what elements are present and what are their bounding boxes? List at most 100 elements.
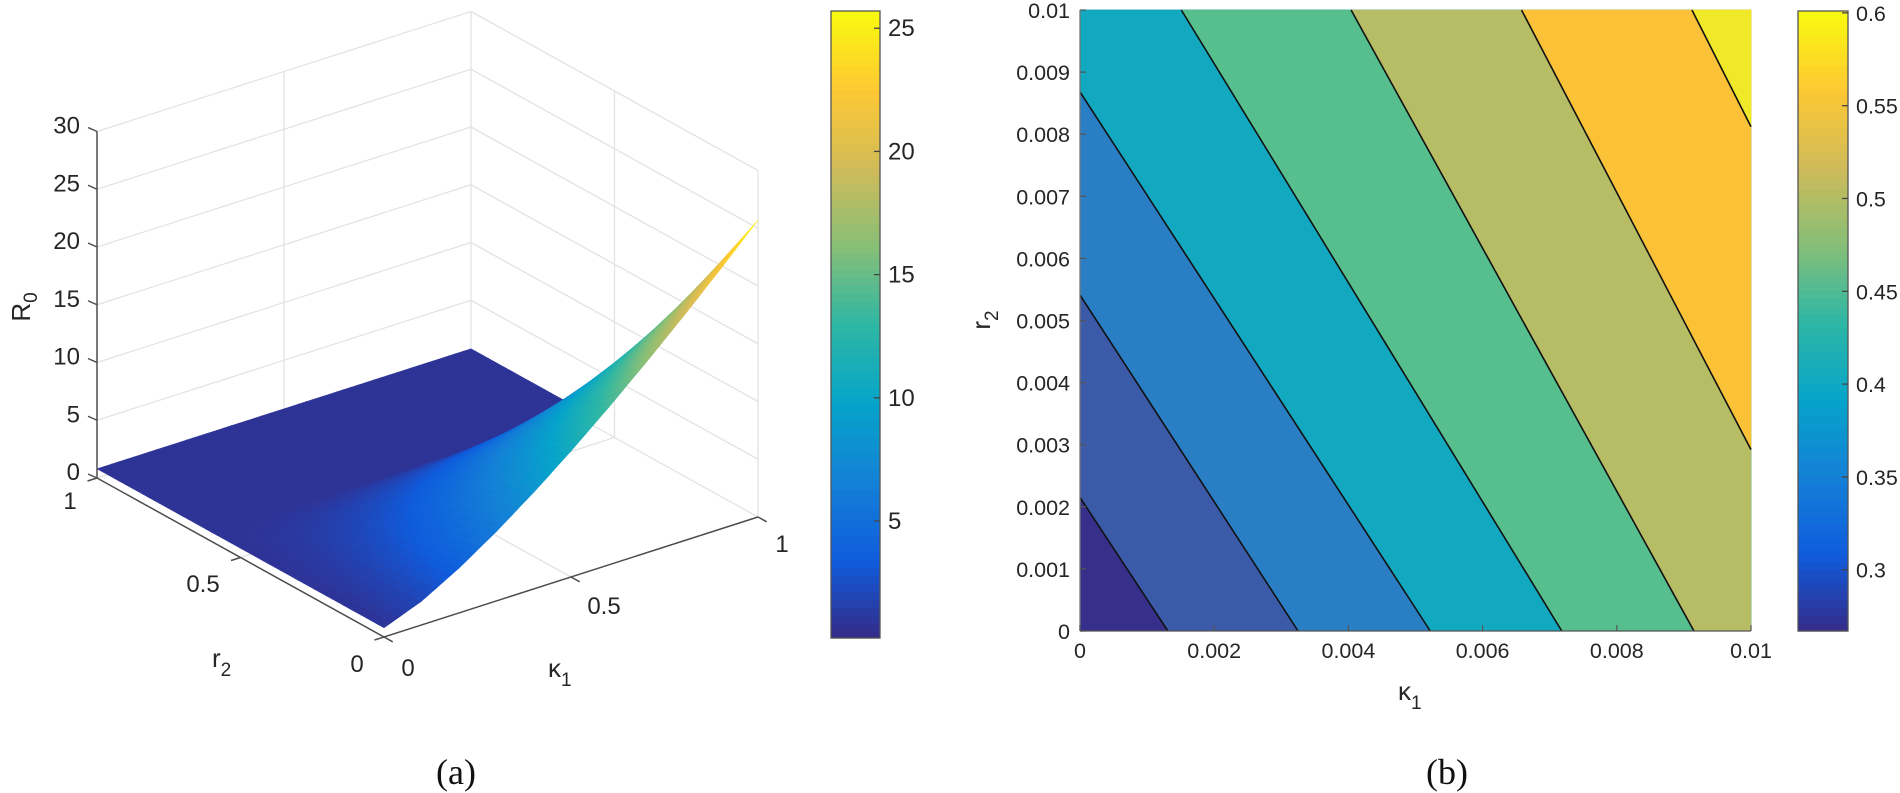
b-colorbar-swatch bbox=[1798, 460, 1848, 469]
a-colorbar-swatch bbox=[831, 355, 880, 365]
b-colorbar-swatch bbox=[1798, 65, 1848, 74]
b-tick-labels: 0 0.002 0.004 0.006 0.008 0.01 0 0.001 0.002 0.00… bbox=[1016, 0, 1772, 663]
b-colorbar-swatch bbox=[1798, 142, 1848, 152]
caption-a: (a) bbox=[436, 752, 476, 792]
b-colorbar-swatch bbox=[1798, 127, 1848, 136]
b-colorbar-swatch bbox=[1798, 235, 1848, 245]
b-colorbar-swatch bbox=[1798, 545, 1848, 555]
a-ylabel-sub: 2 bbox=[221, 660, 232, 681]
a-colorbar-swatch bbox=[831, 371, 880, 380]
a-k1-tick bbox=[570, 576, 581, 583]
b-x-tick-label: 0.002 bbox=[1187, 639, 1241, 663]
b-colorbar-swatch bbox=[1798, 57, 1848, 66]
b-colorbar-swatch bbox=[1798, 530, 1848, 539]
b-colorbar-swatch bbox=[1798, 96, 1848, 105]
b-x-tick-label: 0 bbox=[1074, 639, 1086, 663]
a-colorbar-swatch bbox=[831, 520, 880, 529]
b-colorbar-swatch bbox=[1798, 437, 1848, 446]
a-colorbar-tick-label: 10 bbox=[888, 385, 915, 412]
a-colorbar-swatch bbox=[831, 583, 880, 592]
a-colorbar-swatch bbox=[831, 112, 880, 122]
contour-plot-b: 0 0.002 0.004 0.006 0.008 0.01 0 0.001 0.002 0.00… bbox=[966, 0, 1898, 792]
a-k1-tick-label: 0.5 bbox=[587, 593, 620, 620]
b-x-tick-label: 0.01 bbox=[1730, 639, 1772, 663]
a-colorbar-swatch bbox=[831, 551, 880, 561]
a-colorbar-frame bbox=[830, 10, 881, 639]
b-colorbar-swatch bbox=[1798, 367, 1848, 376]
b-colorbar-swatch bbox=[1798, 26, 1848, 35]
b-colorbar-swatch bbox=[1798, 181, 1848, 190]
b-colorbar-swatch bbox=[1798, 220, 1848, 229]
b-colorbar-swatch bbox=[1798, 251, 1848, 260]
b-colorbar-swatch bbox=[1798, 173, 1848, 183]
b-colorbar-swatch bbox=[1798, 49, 1848, 59]
a-colorbar-swatch bbox=[831, 128, 880, 137]
a-colorbar-swatch bbox=[831, 183, 880, 192]
b-ylabel-sub: 2 bbox=[982, 310, 1003, 321]
b-colorbar-swatch bbox=[1798, 197, 1848, 206]
a-colorbar-swatch bbox=[831, 465, 880, 475]
a-colorbar-swatch bbox=[831, 11, 880, 20]
b-colorbar-swatch bbox=[1798, 73, 1848, 82]
b-colorbar-swatch bbox=[1798, 104, 1848, 113]
a-colorbar-swatch bbox=[831, 630, 880, 639]
b-xlabel-main: κ bbox=[1398, 676, 1412, 706]
a-colorbar-swatch bbox=[831, 277, 880, 286]
a-colorbar-swatch bbox=[831, 504, 880, 514]
a-colorbar-swatch bbox=[831, 387, 880, 396]
a-colorbar-swatch bbox=[831, 120, 880, 130]
b-colorbar-swatch bbox=[1798, 398, 1848, 407]
b-colorbar-swatch bbox=[1798, 576, 1848, 586]
a-colorbar-swatch bbox=[831, 222, 880, 232]
a-z-tick-label: 10 bbox=[53, 344, 80, 371]
a-colorbar-swatch bbox=[831, 363, 880, 373]
caption-b: (b) bbox=[1426, 752, 1468, 792]
a-colorbar-swatch bbox=[831, 18, 880, 28]
a-colorbar-swatch bbox=[831, 89, 880, 98]
a-colorbar-swatch bbox=[831, 496, 880, 506]
a-colorbar-swatch bbox=[831, 261, 880, 271]
a-z-tick bbox=[87, 357, 98, 364]
b-contour-lines bbox=[1079, 9, 1752, 632]
b-colorbar-swatch bbox=[1798, 321, 1848, 330]
b-y-tick-label: 0.01 bbox=[1028, 0, 1070, 23]
b-y-tick-label: 0.007 bbox=[1016, 185, 1070, 209]
a-colorbar-swatch bbox=[831, 481, 880, 490]
b-filled-bands bbox=[1079, 9, 1752, 632]
b-colorbar-swatch bbox=[1798, 212, 1848, 221]
a-colorbar-swatch bbox=[831, 199, 880, 208]
b-colorbar-swatch bbox=[1798, 429, 1848, 438]
a-colorbar-swatch bbox=[831, 614, 880, 623]
b-colorbar-swatch bbox=[1798, 615, 1848, 624]
b-colorbar-swatch bbox=[1798, 468, 1848, 477]
a-colorbar-swatch bbox=[831, 559, 880, 569]
b-ylabel: r2 bbox=[966, 310, 1003, 329]
a-colorbar-swatch bbox=[831, 567, 880, 576]
b-colorbar-swatch bbox=[1798, 607, 1848, 617]
b-colorbar-swatch bbox=[1798, 18, 1848, 28]
a-colorbar-swatch bbox=[831, 332, 880, 341]
a-colorbar-swatch bbox=[831, 418, 880, 427]
b-colorbar-swatch bbox=[1798, 11, 1848, 20]
a-colorbar-swatch bbox=[831, 206, 880, 216]
b-colorbar-swatch bbox=[1798, 42, 1848, 51]
b-colorbar-swatch bbox=[1798, 592, 1848, 601]
a-xlabel-main: κ bbox=[548, 653, 562, 683]
a-ylabel-main: r bbox=[212, 643, 221, 673]
a-xlabel: κ1 bbox=[548, 653, 572, 691]
contour-line bbox=[1079, 91, 1431, 632]
b-y-tick-label: 0.009 bbox=[1016, 61, 1070, 85]
a-z-tick-label: 0 bbox=[67, 459, 80, 486]
a-k1-tick-label: 1 bbox=[775, 531, 788, 558]
a-colorbar-swatch bbox=[831, 575, 880, 584]
a-colorbar-swatch bbox=[831, 308, 880, 318]
contour-line bbox=[1520, 9, 1752, 451]
a-colorbar-swatch bbox=[831, 528, 880, 537]
a-colorbar-swatch bbox=[831, 473, 880, 482]
a-colorbar-swatch bbox=[831, 58, 880, 67]
b-colorbar-swatch bbox=[1798, 359, 1848, 369]
b-y-tick-label: 0.006 bbox=[1016, 247, 1070, 271]
a-colorbar-swatch bbox=[831, 512, 880, 522]
contour-line bbox=[1079, 497, 1169, 632]
